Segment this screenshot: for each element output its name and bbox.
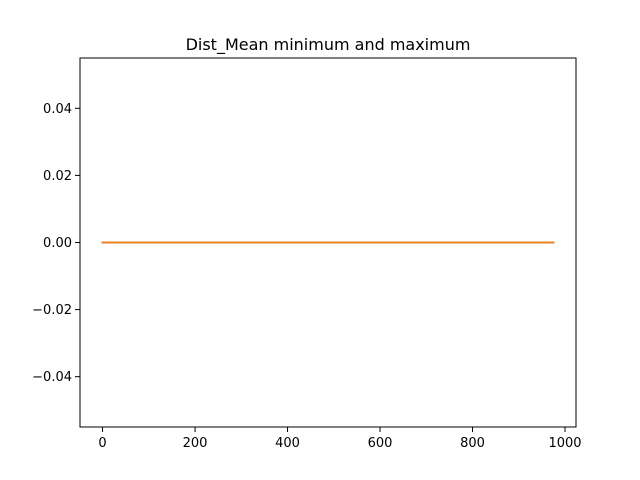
y-tick-label: 0.04: [43, 102, 72, 117]
chart-title: Dist_Mean minimum and maximum: [186, 35, 471, 55]
x-tick-label: 600: [368, 436, 393, 451]
x-tick-label: 1000: [548, 436, 581, 451]
y-tick-label: 0.00: [43, 236, 72, 251]
y-tick-label: −0.02: [32, 303, 72, 318]
y-tick-label: −0.04: [32, 370, 72, 385]
x-tick-label: 200: [183, 436, 208, 451]
x-tick-label: 400: [275, 436, 300, 451]
x-tick-label: 0: [98, 436, 106, 451]
axes: 0 200 400 600 800 1000 −0.04 −0.02 0.00 0.02 0.04: [32, 57, 582, 451]
y-tick-label: 0.02: [43, 169, 72, 184]
x-tick-label: 800: [460, 436, 485, 451]
